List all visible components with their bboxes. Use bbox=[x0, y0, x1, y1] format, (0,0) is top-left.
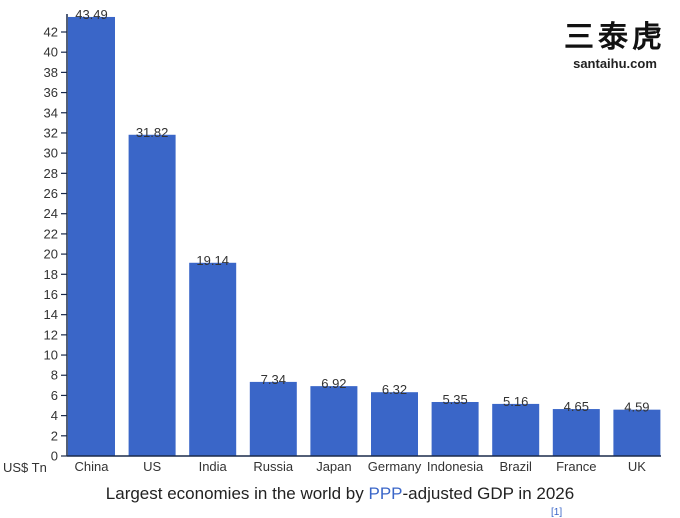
chart-caption: Largest economies in the world by PPP-ad… bbox=[0, 484, 680, 504]
y-tick-label: 12 bbox=[44, 327, 58, 342]
value-label: 43.49 bbox=[75, 7, 108, 22]
category-label: India bbox=[199, 459, 228, 474]
bars bbox=[68, 16, 661, 456]
bar-india bbox=[189, 262, 237, 456]
value-label: 19.14 bbox=[196, 253, 229, 268]
category-label: China bbox=[75, 459, 110, 474]
y-tick-label: 10 bbox=[44, 348, 58, 363]
category-labels: China US India Russia Japan Germany Indonesia B… bbox=[75, 459, 647, 474]
category-label: France bbox=[556, 459, 596, 474]
category-label: Russia bbox=[253, 459, 294, 474]
y-tick-label: 26 bbox=[44, 186, 58, 201]
bar-japan bbox=[310, 386, 358, 456]
bar-uk bbox=[613, 409, 661, 456]
value-label: 4.59 bbox=[624, 400, 649, 415]
y-tick-label: 42 bbox=[44, 25, 58, 40]
y-tick-label: 40 bbox=[44, 45, 58, 60]
y-tick-label: 34 bbox=[44, 105, 58, 120]
category-label: US bbox=[143, 459, 161, 474]
watermark-chinese: 三泰虎 bbox=[564, 20, 666, 55]
bar-russia bbox=[249, 381, 297, 456]
y-tick-label: 36 bbox=[44, 85, 58, 100]
bar-china bbox=[68, 16, 115, 456]
value-label: 5.16 bbox=[503, 394, 528, 409]
reference-link[interactable]: [1] bbox=[551, 507, 563, 518]
caption-text-after: -adjusted GDP in 2026 bbox=[402, 484, 575, 503]
value-label: 7.34 bbox=[261, 372, 286, 387]
y-tick-label: 14 bbox=[44, 307, 58, 322]
y-tick-label: 18 bbox=[44, 267, 58, 282]
value-label: 31.82 bbox=[136, 125, 169, 140]
y-tick-label: 0 bbox=[51, 449, 58, 464]
bar-indonesia bbox=[431, 401, 479, 456]
y-tick-label: 8 bbox=[51, 368, 58, 383]
y-tick-label: 32 bbox=[44, 125, 58, 140]
value-label: 6.92 bbox=[321, 376, 346, 391]
category-label: Germany bbox=[368, 459, 422, 474]
watermark-logo: 三泰虎 santaihu.com bbox=[564, 12, 666, 71]
caption-text-before: Largest economies in the world by bbox=[105, 484, 369, 503]
category-label: Brazil bbox=[499, 459, 532, 474]
y-tick-label: 22 bbox=[44, 226, 58, 241]
category-label: Indonesia bbox=[427, 459, 484, 474]
bar-brazil bbox=[492, 403, 540, 456]
y-tick-label: 6 bbox=[51, 388, 58, 403]
value-label: 6.32 bbox=[382, 382, 407, 397]
category-label: Japan bbox=[316, 459, 351, 474]
bar-us bbox=[128, 134, 176, 456]
y-tick-label: 38 bbox=[44, 65, 58, 80]
bar-chart: 024681012141618202224262830323436384042 … bbox=[3, 7, 661, 475]
y-tick-label: 4 bbox=[51, 408, 58, 423]
category-label: UK bbox=[628, 459, 646, 474]
ppp-link[interactable]: PPP bbox=[368, 484, 403, 503]
bar-germany bbox=[371, 392, 418, 456]
watermark-site: santaihu.com bbox=[573, 56, 657, 71]
y-tick-label: 20 bbox=[44, 247, 58, 262]
y-axis-unit-label: US$ Tn bbox=[3, 460, 47, 475]
y-tick-label: 30 bbox=[44, 146, 58, 161]
value-label: 4.65 bbox=[564, 399, 589, 414]
y-tick-label: 16 bbox=[44, 287, 58, 302]
value-labels: 43.49 31.82 19.14 7.34 6.92 6.32 5.35 5.16 4.65 4… bbox=[75, 7, 649, 415]
bar-france bbox=[552, 409, 600, 456]
value-label: 5.35 bbox=[442, 392, 467, 407]
y-tick-label: 24 bbox=[44, 206, 58, 221]
y-tick-label: 2 bbox=[51, 428, 58, 443]
y-tick-label: 28 bbox=[44, 166, 58, 181]
